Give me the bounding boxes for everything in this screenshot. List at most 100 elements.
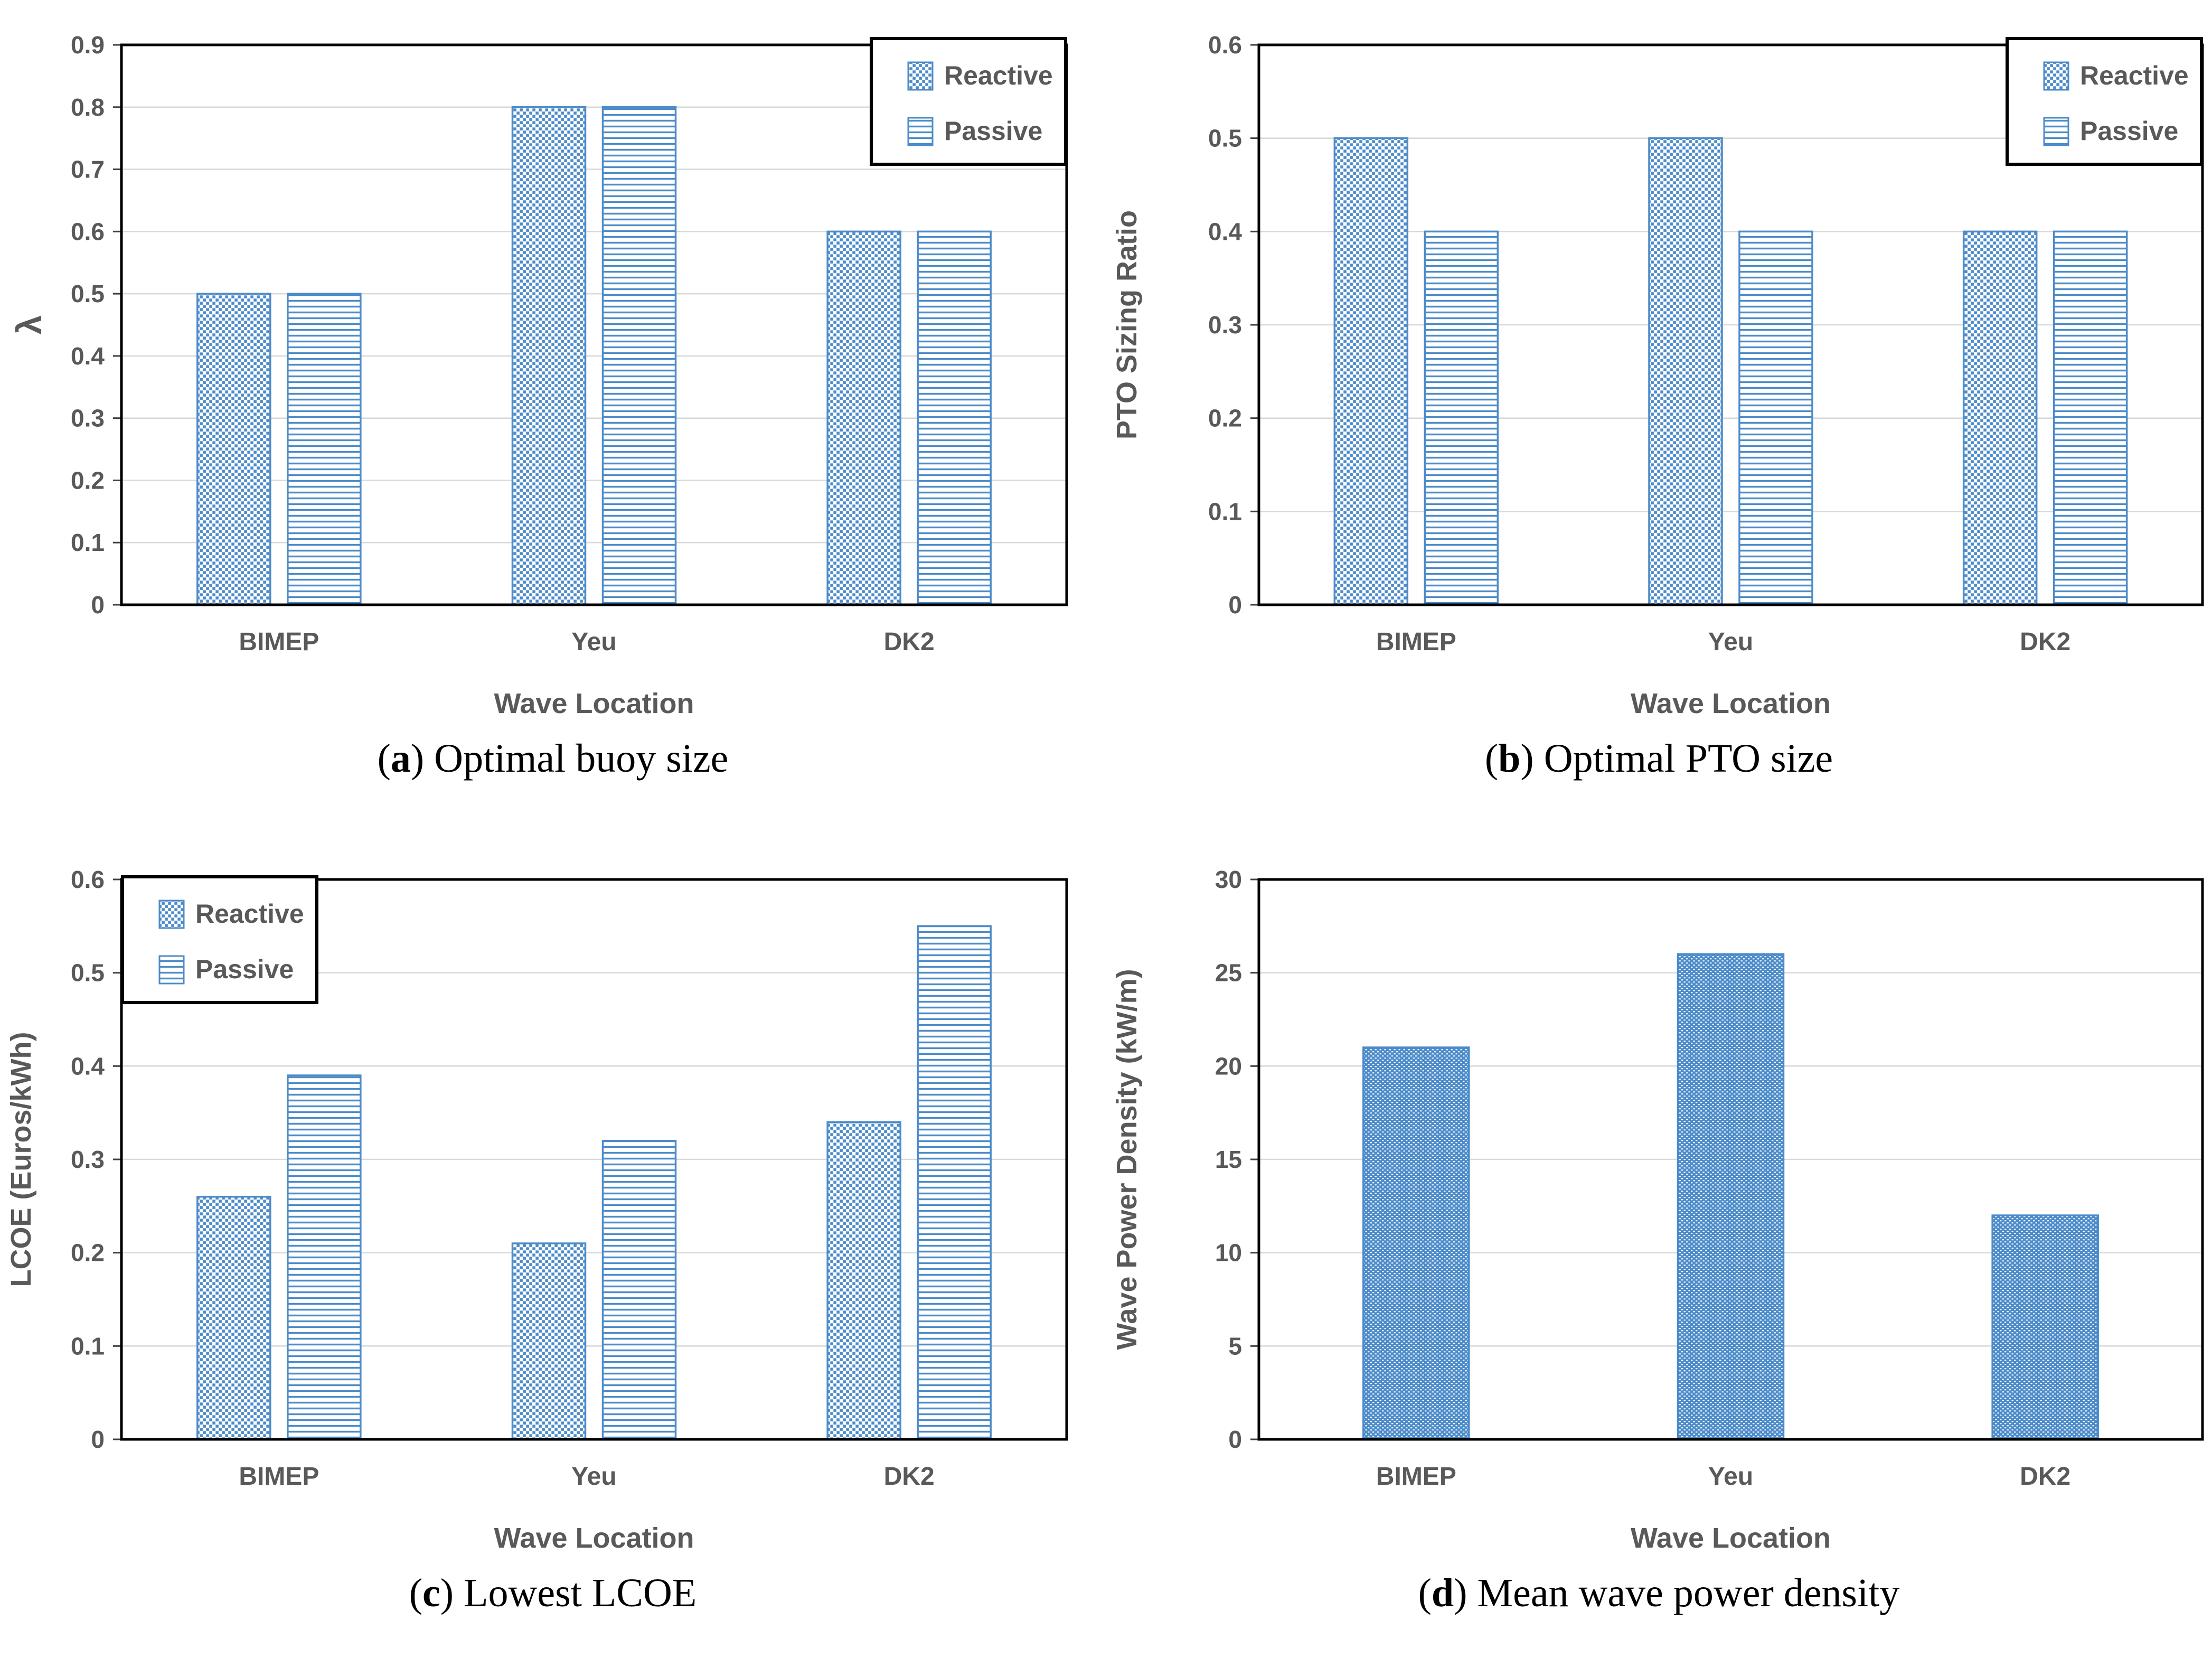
y-tick-label: 5 xyxy=(1228,1332,1242,1360)
y-tick-label: 0.1 xyxy=(71,1332,105,1360)
bar-passive-dk2 xyxy=(917,925,992,1440)
y-tick-label: 0.6 xyxy=(71,866,105,893)
chart-a-canvas: 0 0.1 0.2 0.3 0.4 0.5 0.6 0.7 0.8 0.9 BIMEP Yeu DK2 W… xyxy=(10,31,1068,716)
y-tick-label: 0.1 xyxy=(1208,498,1242,525)
legend-box xyxy=(870,37,1067,166)
x-category-label: BIMEP xyxy=(1376,1463,1456,1491)
chart-b-canvas: 0 0.1 0.2 0.3 0.4 0.5 0.6 BIMEP Yeu DK2 Wave Locat… xyxy=(1111,31,2204,716)
y-tick-label: 0.7 xyxy=(71,156,105,183)
bar-passive-dk2 xyxy=(2053,230,2128,606)
bar-reactive-dk2 xyxy=(826,230,901,606)
bar-reactive-bimep xyxy=(196,293,271,606)
x-axis-title: Wave Location xyxy=(1631,1522,1831,1550)
chart-b: 0 0.1 0.2 0.3 0.4 0.5 0.6 BIMEP Yeu DK2 Wave Locat… xyxy=(1106,13,2212,721)
y-tick-label: 0.2 xyxy=(71,1239,105,1267)
caption-a-text: ) Optimal buoy size xyxy=(410,736,729,781)
bar-passive-bimep xyxy=(287,1074,362,1440)
bar-reactive-bimep xyxy=(196,1195,271,1440)
legend-swatch-passive xyxy=(907,117,934,146)
y-tick-label: 0.3 xyxy=(1208,311,1242,339)
chart-c-canvas: 0 0.1 0.2 0.3 0.4 0.5 0.6 BIMEP Yeu DK2 Wave Locat… xyxy=(5,866,1068,1550)
legend-swatch-passive xyxy=(158,955,185,985)
y-tick-label: 0 xyxy=(91,591,105,619)
plot-border xyxy=(1257,43,2204,606)
caption-c-open: ( xyxy=(409,1571,423,1615)
bar-reactive-dk2 xyxy=(1962,230,2038,606)
y-tick-label: 0.8 xyxy=(71,93,105,121)
x-category-label: DK2 xyxy=(2020,1463,2070,1491)
y-tick-label: 0.6 xyxy=(1208,31,1242,59)
y-tick-label: 0.2 xyxy=(1208,405,1242,432)
x-category-label: BIMEP xyxy=(1376,628,1456,656)
legend-swatch-reactive xyxy=(158,900,185,929)
bar-passive-yeu xyxy=(1738,230,1813,606)
caption-b-open: ( xyxy=(1484,736,1499,781)
bar-passive-yeu xyxy=(601,106,677,606)
y-tick-label: 0.3 xyxy=(71,1146,105,1173)
y-axis-title: λ xyxy=(10,315,49,335)
bar-value-bimep xyxy=(1362,1046,1470,1440)
y-tick-label: 0.1 xyxy=(71,529,105,556)
plot-border xyxy=(120,43,1068,606)
y-tick-label: 15 xyxy=(1215,1146,1242,1173)
bar-value-yeu xyxy=(1677,953,1785,1440)
legend-box xyxy=(121,875,318,1004)
legend-label-passive: Passive xyxy=(2080,116,2178,146)
bar-passive-bimep xyxy=(287,293,362,606)
caption-c-letter: c xyxy=(422,1571,440,1615)
caption-b-letter: b xyxy=(1498,736,1521,781)
caption-c: (c) Lowest LCOE xyxy=(0,1556,1106,1616)
x-category-label: Yeu xyxy=(1708,1463,1753,1491)
plot-border xyxy=(1257,878,2204,1441)
caption-d-open: ( xyxy=(1418,1571,1432,1615)
chart-d: 0 5 10 15 20 25 30 BIMEP Yeu DK2 Wave Location Wave… xyxy=(1106,848,2212,1556)
x-axis-title: Wave Location xyxy=(1631,688,1831,716)
caption-b-text: ) Optimal PTO size xyxy=(1520,736,1833,781)
legend-label-passive: Passive xyxy=(195,954,294,984)
bar-reactive-yeu xyxy=(1648,137,1723,606)
y-tick-label: 0.4 xyxy=(71,1052,105,1080)
x-category-label: BIMEP xyxy=(239,628,319,656)
bar-reactive-yeu xyxy=(511,106,587,606)
legend-box xyxy=(2006,37,2203,166)
y-tick-label: 0 xyxy=(1228,591,1242,619)
bar-passive-bimep xyxy=(1424,230,1499,606)
caption-d-text: ) Mean wave power density xyxy=(1454,1571,1900,1615)
y-tick-label: 0.5 xyxy=(1208,125,1242,152)
y-tick-label: 0.2 xyxy=(71,466,105,494)
bar-passive-yeu xyxy=(601,1139,677,1440)
bar-value-dk2 xyxy=(1991,1214,2099,1440)
plot-border xyxy=(120,878,1068,1441)
y-tick-label: 0.9 xyxy=(71,31,105,59)
legend-label-passive: Passive xyxy=(944,116,1042,146)
y-tick-label: 20 xyxy=(1215,1052,1242,1080)
y-tick-label: 10 xyxy=(1215,1239,1242,1267)
caption-a-letter: a xyxy=(390,736,411,781)
legend-swatch-reactive xyxy=(907,61,934,91)
y-tick-label: 30 xyxy=(1215,866,1242,893)
y-tick-label: 0.4 xyxy=(71,342,105,370)
x-category-label: Yeu xyxy=(571,1463,616,1491)
caption-a-open: ( xyxy=(377,736,391,781)
caption-a: (a) Optimal buoy size xyxy=(0,721,1106,782)
chart-c: 0 0.1 0.2 0.3 0.4 0.5 0.6 BIMEP Yeu DK2 Wave Locat… xyxy=(0,848,1106,1556)
y-axis-title: LCOE (Euros/kWh) xyxy=(5,1032,37,1287)
bar-reactive-yeu xyxy=(511,1242,587,1440)
x-category-label: DK2 xyxy=(2020,628,2070,656)
y-tick-label: 0.4 xyxy=(1208,218,1242,245)
y-tick-label: 0.3 xyxy=(71,405,105,432)
x-axis-title: Wave Location xyxy=(494,1522,694,1550)
bar-reactive-dk2 xyxy=(826,1121,901,1440)
x-category-label: DK2 xyxy=(884,628,935,656)
chart-a: 0 0.1 0.2 0.3 0.4 0.5 0.6 0.7 0.8 0.9 BIMEP Yeu DK2 W… xyxy=(0,13,1106,721)
y-tick-label: 0.5 xyxy=(71,280,105,307)
y-tick-label: 0 xyxy=(1228,1426,1242,1453)
legend-swatch-reactive xyxy=(2043,61,2069,91)
y-tick-label: 25 xyxy=(1215,959,1242,987)
caption-d: (d) Mean wave power density xyxy=(1106,1556,2212,1616)
x-category-label: DK2 xyxy=(884,1463,935,1491)
y-tick-label: 0.5 xyxy=(71,959,105,987)
y-tick-label: 0.6 xyxy=(71,218,105,245)
y-axis-title: PTO Sizing Ratio xyxy=(1111,210,1143,439)
